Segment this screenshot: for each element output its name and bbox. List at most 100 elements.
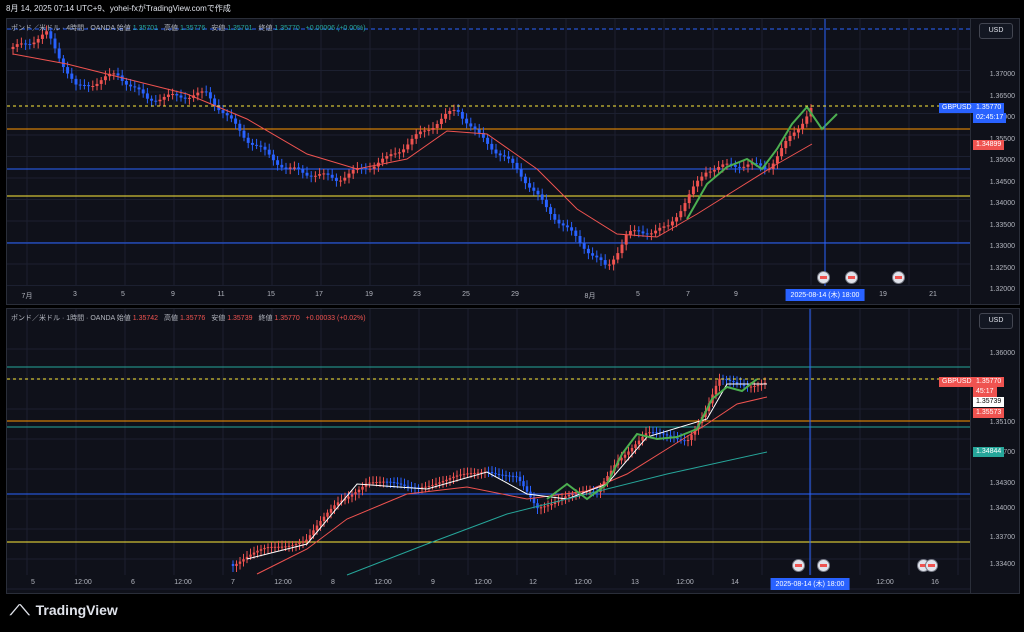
candle-body [476,472,480,474]
time-tick: 17 [315,291,323,298]
candle-body [670,221,674,226]
candle-body [364,483,368,487]
candle-body [648,432,651,434]
candle-body [11,46,15,49]
candle-body [112,73,116,75]
candle-body [519,168,523,177]
candle-body [439,118,443,125]
candle-body [99,80,103,84]
crosshair-date: 2025-08-14 (木) 18:00 [770,578,850,590]
candle-body [434,483,438,485]
candle-body [406,485,410,487]
candle-body [393,153,397,155]
candle-body [389,481,392,483]
candle-body [591,253,595,256]
price-tick: 1.33400 [989,561,1015,568]
candle-body [208,92,212,99]
candle-body [298,542,301,545]
candle-body [183,97,187,99]
candle-body [658,227,662,231]
uk-flag-icon[interactable] [817,271,830,284]
candle-body [473,126,477,130]
candle-body [329,508,333,513]
candle-body [256,550,259,553]
chart-1h-panel[interactable]: ポンド／米ドル · 1時間 · OANDA 始値 1.35742 高値 1.35… [6,308,1020,594]
candle-body [246,137,250,143]
candle-body [676,437,679,440]
candle-body [473,472,476,474]
candle-body [588,491,592,493]
candle-body [234,118,238,124]
candle-body [607,264,611,266]
us-flag-icon[interactable] [892,271,905,284]
candle-body [543,506,546,508]
candle-body [91,86,95,88]
uk-flag-icon[interactable] [792,559,805,572]
candle-body [431,484,434,486]
currency-button[interactable]: USD [979,23,1013,39]
candle-body [357,489,361,493]
candle-body [399,483,403,485]
candle-body [322,173,326,175]
chart-4h-panel[interactable]: ポンド／米ドル · 4時間 · OANDA 始値 1.35701 高値 1.35… [6,18,1020,305]
price-tick: 1.37000 [989,71,1015,78]
candle-body [725,379,728,381]
candle-body [284,546,287,548]
candle-body [603,260,607,265]
price-tick: 1.36000 [989,350,1015,357]
candle-body [704,172,708,177]
candle-body [273,546,277,548]
candle-body [525,486,529,492]
candle-body [466,473,469,475]
us-flag-icon[interactable] [845,271,858,284]
candle-body [336,502,340,506]
candle-body [292,167,296,169]
candle-body [396,482,399,484]
chart2-plot[interactable] [7,309,971,593]
candle-body [333,505,336,509]
candle-body [179,95,183,98]
candle-body [231,564,235,566]
currency-button[interactable]: USD [979,313,1013,329]
candle-body [301,541,305,543]
candle-body [330,174,334,178]
candle-body [599,257,603,261]
time-tick: 12:00 [274,579,292,586]
candle-body [372,166,376,169]
candle-body [49,31,53,39]
candle-body [255,144,259,146]
symbol-tag: GBPUSD [939,103,975,113]
candle-body [627,451,630,455]
candle-body [574,493,578,495]
candle-body [196,92,200,96]
candle-body [775,156,779,164]
time-tick: 5 [31,579,35,586]
candle-body [616,253,620,260]
time-tick: 7 [231,579,235,586]
candle-body [571,494,574,496]
us-flag-icon[interactable] [925,559,938,572]
candle-body [469,123,473,127]
candle-body [249,554,252,557]
candle-body [150,98,154,101]
white-ma-line [246,383,767,560]
candle-body [494,473,497,475]
chart1-plot[interactable] [7,19,971,304]
candle-body [392,482,396,484]
price-tick: 1.34300 [989,480,1015,487]
chart2-price-axis[interactable]: USD 1.360001.351001.347001.343001.340001… [970,309,1019,593]
candle-body [609,470,613,477]
price-tick: 1.34500 [989,178,1015,186]
us-flag-icon[interactable] [817,559,830,572]
candle-body [501,474,504,476]
candle-body [696,180,700,187]
tradingview-logo[interactable]: ⟋⟍ TradingView [10,602,118,618]
chart1-price-axis[interactable]: USD 1.370001.365001.360001.355001.350001… [970,19,1019,304]
time-tick: 8 [331,579,335,586]
price-tag: 1.35770 [973,377,1005,387]
candle-body [24,43,28,45]
candle-body [448,478,452,480]
candle-body [511,475,515,477]
time-tick: 12:00 [876,579,894,586]
candle-body [389,154,393,157]
